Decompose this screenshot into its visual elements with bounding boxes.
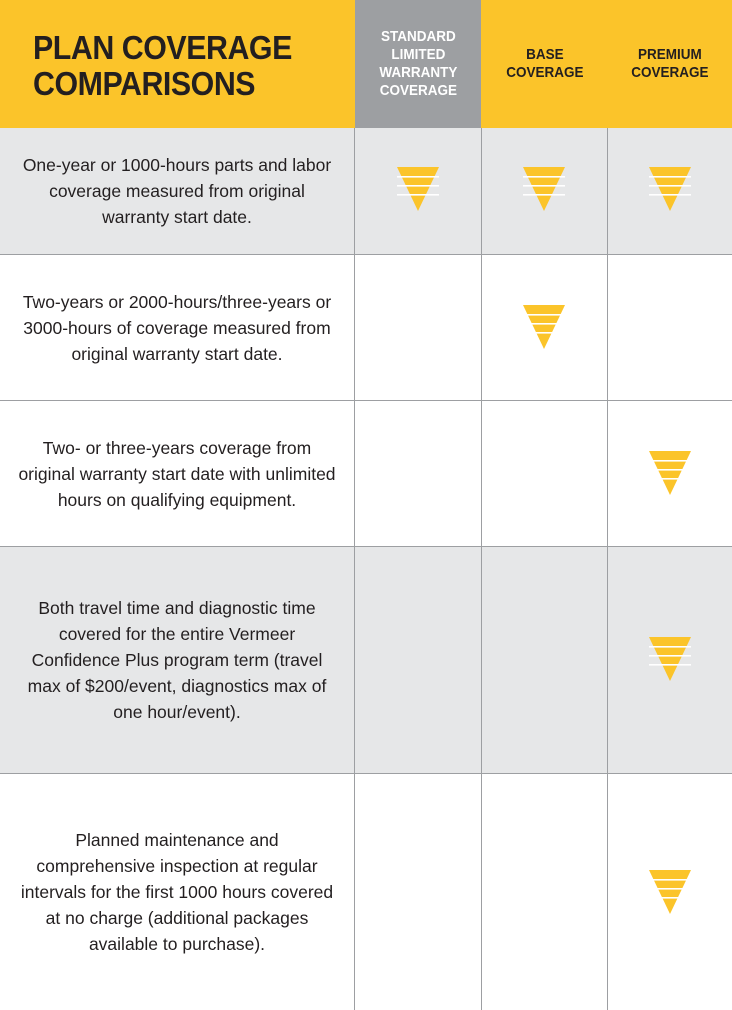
page-title: PLAN COVERAGE COMPARISONS — [33, 30, 292, 102]
table-row: Planned maintenance and comprehensive in… — [0, 774, 732, 1010]
feature-text: One-year or 1000-hours parts and labor c… — [22, 155, 332, 227]
column-header-premium-label: PREMIUM COVERAGE — [631, 46, 709, 81]
table-row: Two-years or 2000-hours/three-years or 3… — [0, 255, 732, 401]
column-divider — [354, 128, 355, 1010]
column-header-base: BASE COVERAGE — [482, 0, 607, 128]
feature-description: One-year or 1000-hours parts and labor c… — [0, 128, 354, 254]
table-row: Both travel time and diagnostic time cov… — [0, 547, 732, 774]
striped-triangle-down-icon — [523, 167, 565, 211]
column-divider — [481, 128, 482, 1010]
striped-triangle-down-icon — [649, 870, 691, 914]
feature-text: Both travel time and diagnostic time cov… — [27, 598, 327, 722]
title-line-1: PLAN COVERAGE — [33, 29, 292, 66]
striped-triangle-down-icon — [649, 167, 691, 211]
column-divider — [607, 128, 608, 1010]
striped-triangle-down-icon — [649, 451, 691, 495]
feature-text: Two-years or 2000-hours/three-years or 3… — [22, 291, 332, 364]
feature-description: Both travel time and diagnostic time cov… — [0, 547, 354, 773]
column-header-standard: STANDARD LIMITED WARRANTY COVERAGE — [355, 0, 481, 128]
feature-description: Two-years or 2000-hours/three-years or 3… — [0, 255, 354, 400]
title-line-2: COMPARISONS — [33, 65, 256, 102]
striped-triangle-down-icon — [523, 305, 565, 349]
feature-description: Planned maintenance and comprehensive in… — [0, 774, 354, 1010]
column-header-standard-label: STANDARD LIMITED WARRANTY COVERAGE — [378, 28, 457, 99]
table-row: One-year or 1000-hours parts and labor c… — [0, 128, 732, 255]
striped-triangle-down-icon — [397, 167, 439, 211]
feature-description: Two- or three-years coverage from origin… — [0, 401, 354, 546]
striped-triangle-down-icon — [649, 637, 691, 681]
column-header-base-label: BASE COVERAGE — [505, 46, 584, 81]
feature-text: Two- or three-years coverage from origin… — [18, 437, 336, 510]
feature-text: Planned maintenance and comprehensive in… — [20, 830, 334, 954]
column-header-premium: PREMIUM COVERAGE — [608, 0, 732, 128]
table-row: Two- or three-years coverage from origin… — [0, 401, 732, 547]
